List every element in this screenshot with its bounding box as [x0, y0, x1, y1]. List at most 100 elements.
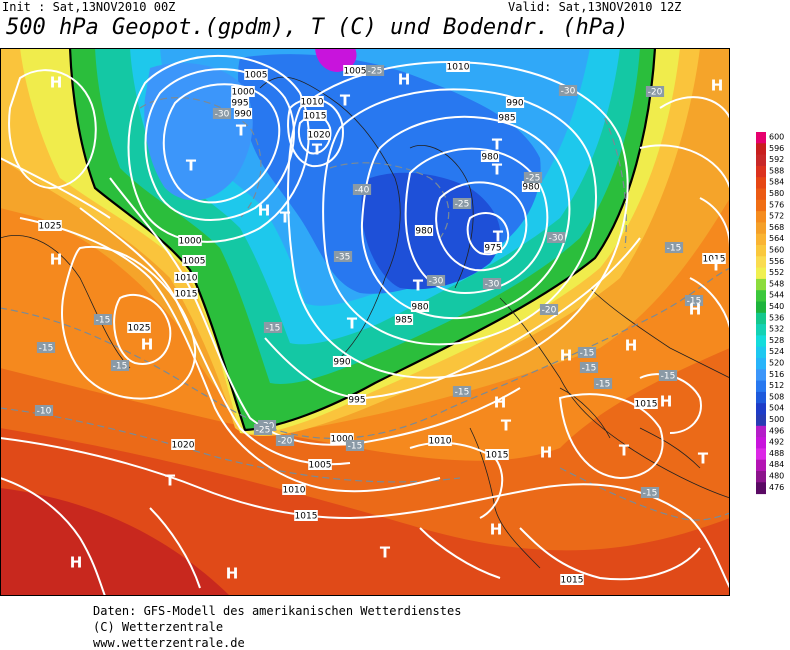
legend-value: 576: [769, 200, 784, 209]
legend-value: 496: [769, 426, 784, 435]
isobar-label-bg: [332, 356, 352, 367]
legend-swatch: [756, 199, 766, 212]
isotherm-label: -15: [113, 362, 128, 372]
isobar-label: 990: [333, 358, 350, 368]
legend-swatch: [756, 369, 766, 382]
isobar-label: 1015: [304, 112, 327, 122]
legend-swatch: [756, 154, 766, 167]
high-pressure-center: H: [50, 74, 63, 92]
isobar-label-bg: [282, 484, 306, 495]
isobar-label-bg: [414, 225, 434, 236]
isotherm-label: -20: [542, 306, 557, 316]
isobar-label-bg: [174, 288, 198, 299]
isobar-label-bg: [497, 112, 517, 123]
legend-value: 532: [769, 325, 784, 334]
legend-value: 536: [769, 313, 784, 322]
isotherm-label: -25: [526, 174, 541, 184]
isotherm-label-bg: [345, 440, 365, 451]
high-pressure-center: H: [540, 444, 553, 462]
legend-swatch: [756, 143, 766, 156]
coastlines: [0, 76, 730, 569]
legend-swatch: [756, 459, 766, 472]
legend-value: 512: [769, 381, 784, 390]
isobar-label: 1005: [309, 461, 332, 471]
isotherm-label: -15: [661, 372, 676, 382]
isobar-label: 1010: [175, 274, 198, 284]
isobar-label: 1020: [308, 131, 331, 141]
legend-swatch: [756, 482, 766, 495]
legend-swatch: [756, 188, 766, 201]
isotherm-label-bg: [333, 251, 353, 262]
isobar-label-bg: [182, 255, 206, 266]
isobar-label: 1000: [179, 237, 202, 247]
isobar-label: 985: [395, 316, 412, 326]
isobar-label-bg: [560, 574, 584, 585]
legend-swatch: [756, 278, 766, 291]
low-pressure-center: T: [236, 122, 247, 140]
legend-value: 588: [769, 166, 784, 175]
legend-swatch: [756, 245, 766, 257]
legend-swatch: [756, 324, 766, 336]
isobar-label-bg: [634, 398, 658, 409]
isobar-label: 980: [415, 227, 432, 237]
legend-value: 492: [769, 438, 784, 447]
isotherm-label: -30: [485, 280, 500, 290]
isobar-label-bg: [521, 181, 541, 192]
chart-title: 500 hPa Geopot.(gpdm), T (C) und Bodendr…: [6, 15, 629, 40]
isotherm-label-bg: [593, 378, 613, 389]
high-pressure-center: H: [689, 301, 702, 319]
low-pressure-center: T: [413, 277, 424, 295]
low-pressure-center: T: [492, 136, 503, 154]
low-pressure-center: T: [186, 157, 197, 175]
isotherm-label-bg: [263, 322, 283, 333]
legend-swatch: [756, 165, 766, 178]
isotherm-label: -15: [667, 244, 682, 254]
isobar-label-bg: [480, 151, 500, 162]
low-pressure-center: T: [698, 450, 709, 468]
isotherm-label-bg: [110, 360, 130, 371]
color-legend: 600 596 592 588 584 580 576 572 568 564 560 556 552 5…: [756, 132, 784, 495]
legend-swatch: [756, 448, 766, 461]
legend-swatch: [756, 358, 766, 370]
isotherm-label-bg: [640, 487, 660, 498]
low-pressure-center: T: [347, 315, 358, 333]
isobar-label-bg: [308, 459, 332, 470]
isobars: [0, 54, 730, 596]
high-pressure-center: H: [490, 521, 503, 539]
low-pressure-center: T: [619, 442, 630, 460]
isobar-label-bg: [483, 242, 503, 253]
high-pressure-center: H: [660, 393, 673, 411]
isotherm-label: -15: [643, 489, 658, 499]
isotherm-label-bg: [684, 295, 704, 306]
legend-swatch: [756, 414, 766, 427]
isotherm-label: -25: [455, 200, 470, 210]
isotherm-label-bg: [482, 278, 502, 289]
isobar-label: 1015: [175, 290, 198, 300]
isotherm-label: -15: [348, 442, 363, 452]
isotherm-label-bg: [34, 405, 54, 416]
legend-swatch: [756, 471, 766, 483]
isotherms: [0, 97, 730, 521]
high-pressure-center: H: [226, 565, 239, 583]
temp-field-southwest: [0, 488, 230, 596]
isobar-label-bg: [505, 97, 525, 108]
high-pressure-center: H: [258, 202, 271, 220]
isobar-label-bg: [244, 69, 268, 80]
isotherm-label-bg: [452, 198, 472, 209]
legend-value: 524: [769, 347, 784, 356]
low-pressure-center: T: [165, 472, 176, 490]
legend-value: 516: [769, 370, 784, 379]
legend-value: 484: [769, 460, 784, 469]
high-pressure-center: H: [70, 554, 83, 572]
isobar-label-bg: [300, 96, 324, 107]
high-pressure-center: H: [625, 337, 638, 355]
isotherm-label-bg: [546, 232, 566, 243]
legend-value: 480: [769, 472, 784, 481]
isotherm-label-bg: [577, 347, 597, 358]
legend-value: 488: [769, 449, 784, 458]
isobar-label-bg: [702, 253, 726, 264]
low-pressure-center: T: [312, 141, 323, 159]
temperature-labels: -30 -25 -30 -20 -25 -40 -25 -35 -30 -30 -30 -20 -15 -…: [34, 65, 704, 499]
isobar-label-bg: [428, 435, 452, 446]
